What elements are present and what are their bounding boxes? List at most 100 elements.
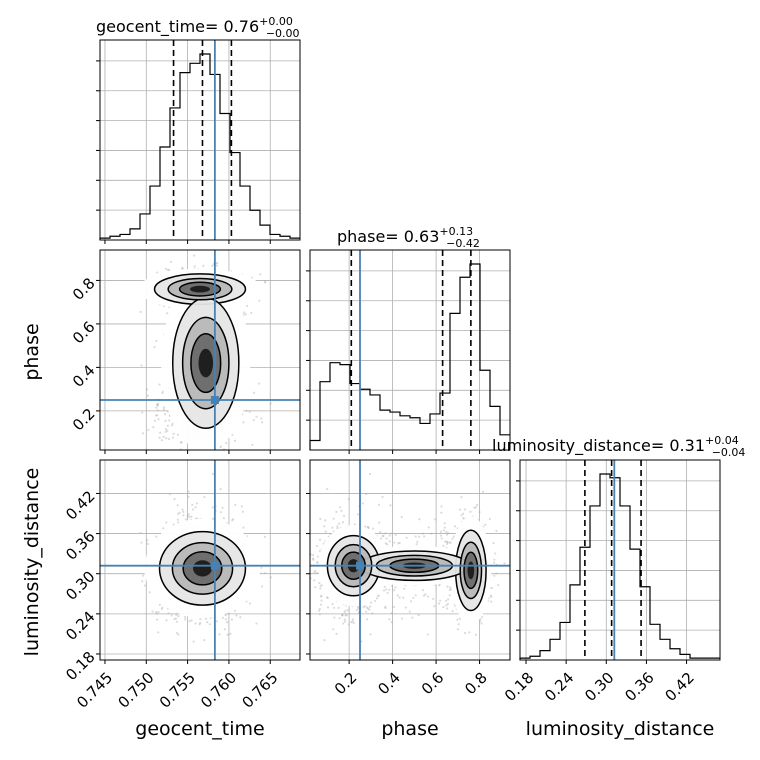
title-value-text: = 0.63+0.13 −0.42 [385,225,480,250]
sample-point [409,600,413,603]
sample-point [333,606,336,609]
histogram-step-line [99,53,300,240]
sample-point [211,264,214,267]
sample-point [405,536,408,539]
sample-point [385,537,388,540]
sample-point [164,413,167,416]
sample-point [377,594,380,597]
sample-point [494,552,497,555]
sample-point [416,540,419,543]
sample-point [384,606,387,610]
sample-point [224,618,227,621]
sample-point [408,610,411,613]
sample-point [231,519,234,522]
sample-point [437,602,441,605]
sample-point [152,426,155,429]
density-contour [193,560,212,577]
y-axis-label-phase: phase [21,323,43,380]
sample-point [155,339,158,343]
sample-point [260,566,263,569]
tick-label-x: 0.30 [581,669,617,705]
sample-point [361,502,364,505]
sample-point [155,535,158,538]
sample-point [326,596,329,600]
density-contour [190,285,210,293]
sample-point [230,618,234,621]
sample-point [458,508,462,511]
sample-point [319,584,322,587]
sample-point [164,267,168,270]
sample-point [412,596,415,600]
sample-point [168,269,171,272]
sample-point [323,525,326,528]
sample-point [244,313,247,316]
sample-point [168,419,171,422]
sample-point [363,605,367,608]
sample-point [156,414,159,417]
tick-label-y: 0.6 [69,318,99,348]
sample-point [331,603,334,606]
sample-point [178,511,181,514]
sample-point [319,517,322,520]
sample-point [171,436,175,439]
tick-label-y: 0.24 [62,608,98,644]
sample-point [167,437,171,441]
tick-label-x: 0.750 [114,669,157,712]
sample-point [400,617,404,620]
tick-label-y: 0.30 [62,568,98,604]
sample-point [258,382,261,385]
sample-point [442,544,445,547]
sample-point [199,621,202,625]
sample-point [183,618,187,621]
title-median: = 0.76 [205,17,259,36]
density-panel-geocent_time-vs-phase: 0.2 0.4 0.6 0.8 [69,249,301,454]
sample-point [208,623,212,626]
sample-point [191,508,195,511]
sample-point [192,640,195,643]
density-content [100,250,300,450]
sample-point [320,599,323,602]
sample-point [182,514,185,517]
sample-point [206,621,209,624]
sample-point [365,610,368,613]
sample-point [211,472,215,476]
sample-point [195,502,198,505]
sample-point [396,594,399,597]
sample-point [225,441,228,445]
sample-point [427,526,430,529]
tick-label-y: 0.4 [69,361,99,391]
sample-point [490,595,493,598]
sample-point [153,345,156,349]
sample-point [140,541,143,544]
panel-frame [99,39,301,241]
sample-point [248,410,251,413]
sample-point [503,562,506,565]
sample-point [194,667,196,669]
sample-point [264,571,267,575]
sample-point [260,417,263,420]
sample-point [259,273,262,276]
sample-point [155,612,159,615]
y-axis-label-luminosity-distance: luminosity_distance [21,468,43,657]
sample-point [452,535,456,538]
sample-point [474,506,478,509]
sample-point [357,607,360,610]
sample-point [162,406,166,409]
sample-point [166,268,170,271]
histogram-panel-phase [306,249,511,454]
sample-point [170,424,174,427]
sample-point [176,504,179,507]
sample-point [175,632,179,635]
tick-label-y: 0.2 [69,405,99,435]
sample-point [336,527,339,530]
sample-point [371,527,375,530]
sample-point [218,633,221,636]
sample-point [331,526,334,529]
title-phase: phase = 0.63+0.13 −0.42 [337,225,480,250]
sample-point [344,609,347,612]
sample-point [188,515,191,519]
title-minus: −0.04 [712,446,746,459]
sample-point [161,606,164,609]
sample-point [490,586,493,590]
sample-point [446,607,449,610]
